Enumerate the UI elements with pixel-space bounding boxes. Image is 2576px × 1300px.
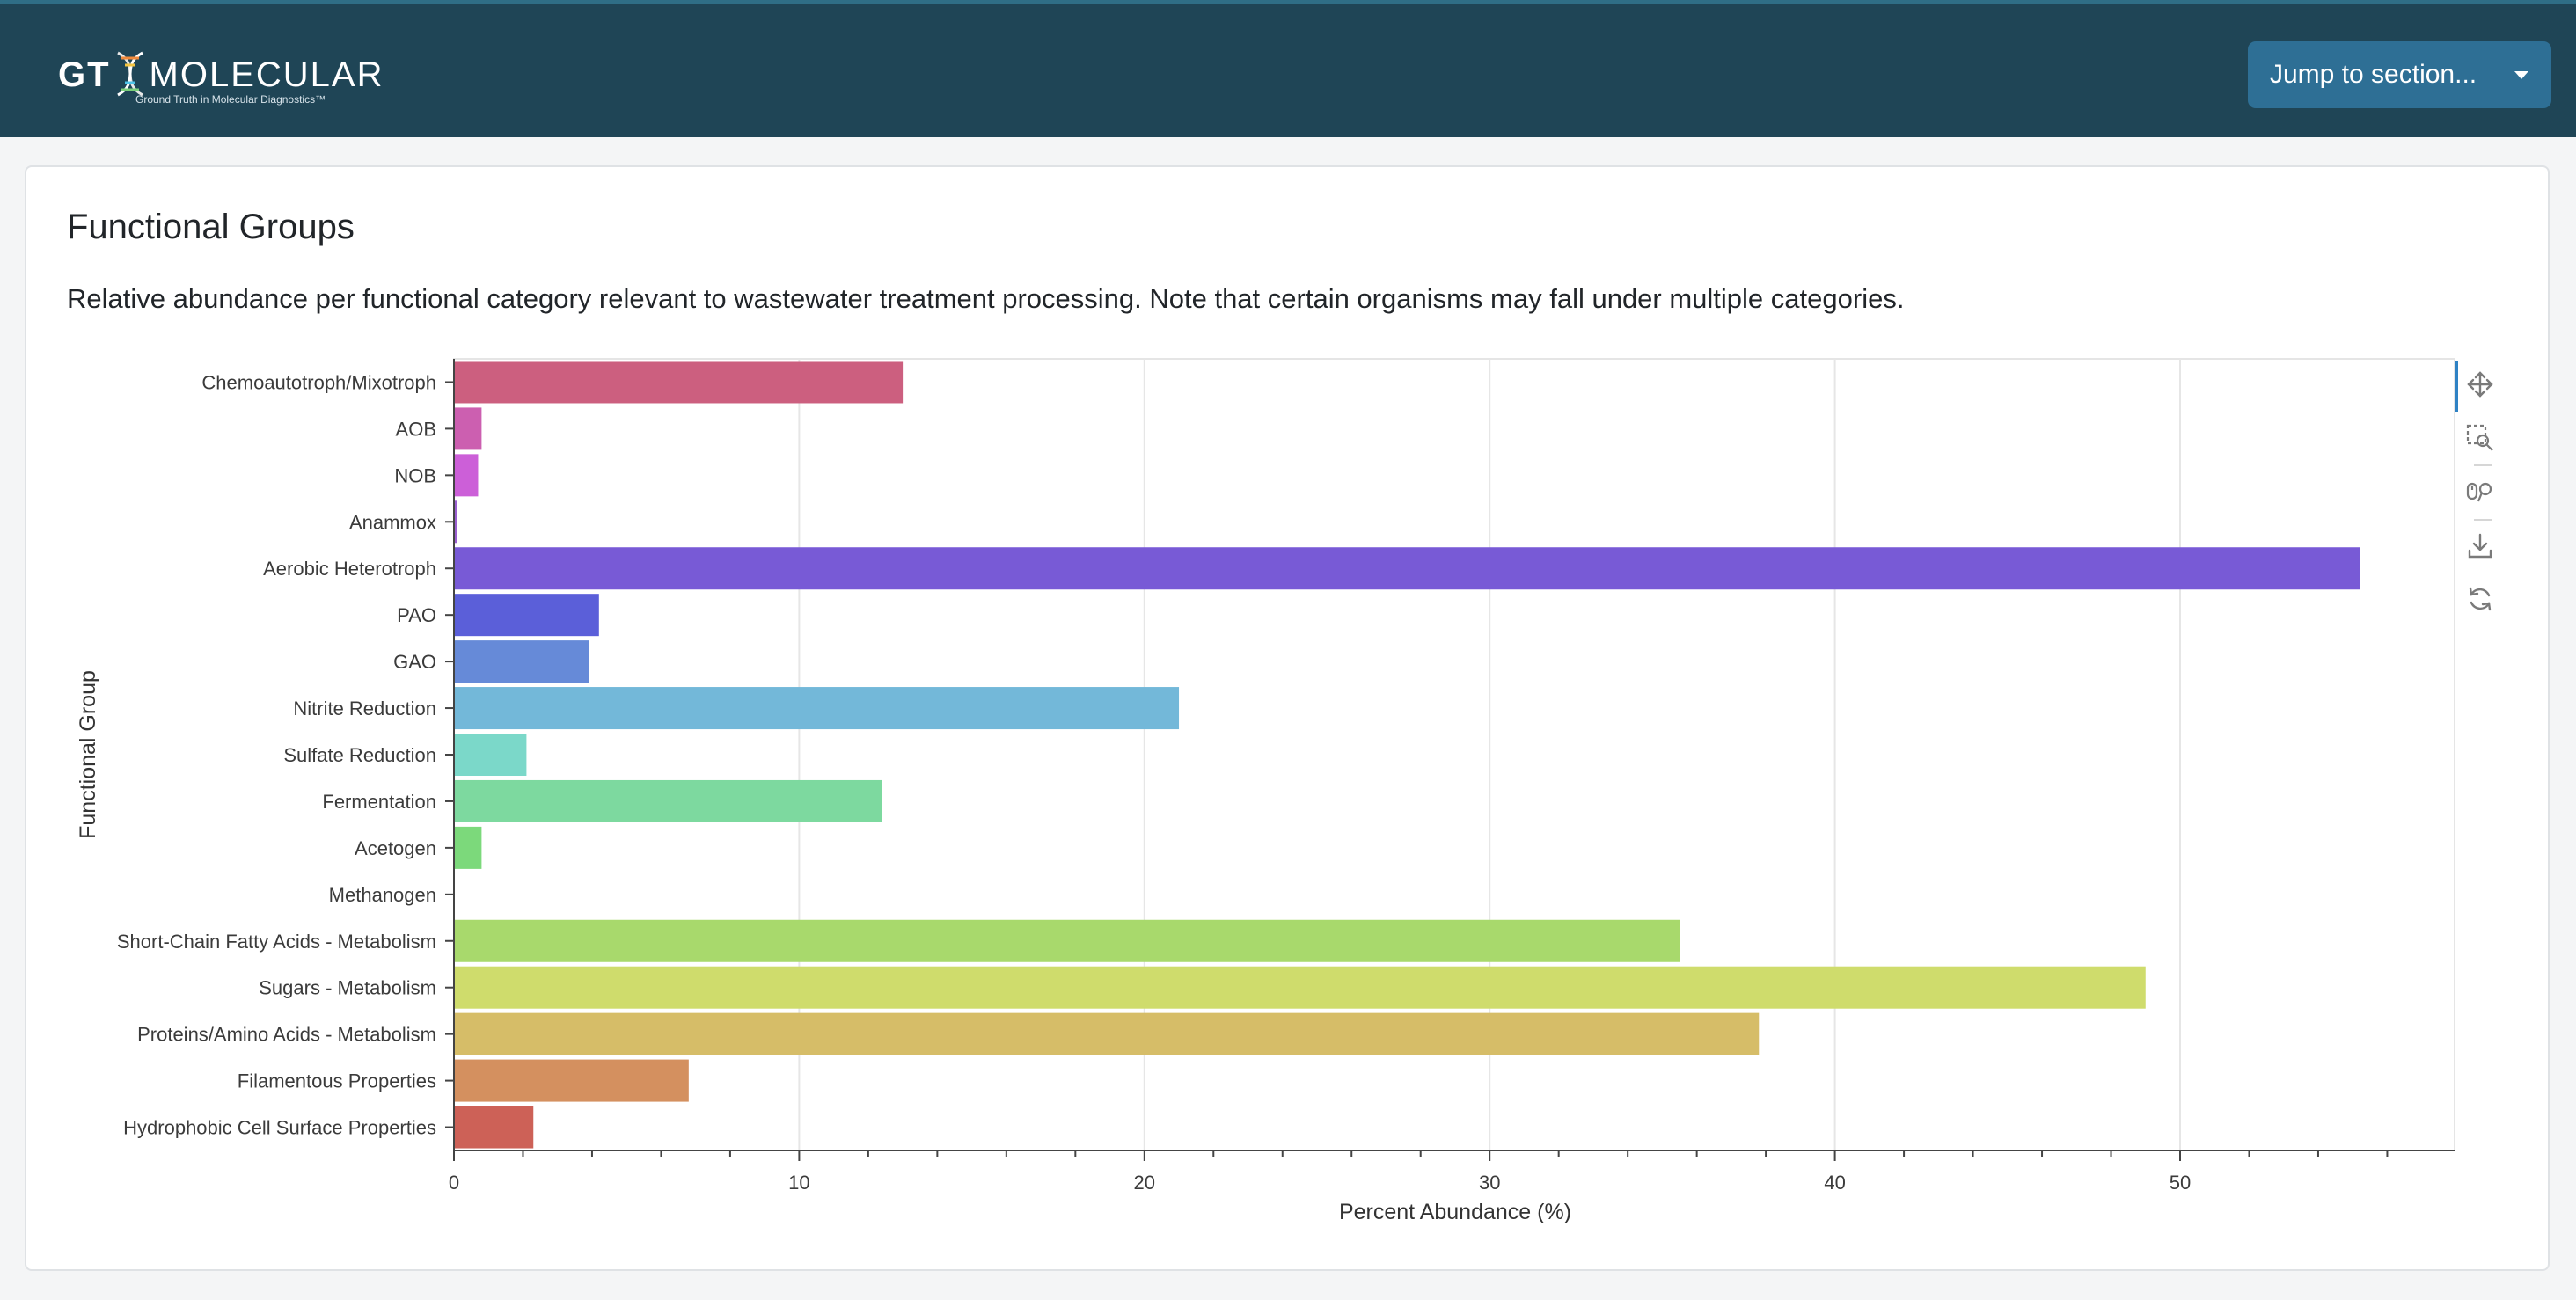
y-axis-title: Functional Group [76, 670, 100, 839]
x-axis-title: Percent Abundance (%) [1339, 1200, 1571, 1224]
bar-nitrite-reduction[interactable] [454, 687, 1180, 730]
functional-groups-card [25, 165, 2550, 1271]
bar-aerobic-heterotroph[interactable] [454, 547, 2360, 590]
y-tick-label: Acetogen [355, 837, 436, 859]
toolbar-separator [2474, 519, 2492, 521]
jump-to-section-dropdown[interactable]: Jump to section... [2248, 41, 2551, 108]
logo-brand-right: MOLECULAR [149, 55, 384, 94]
y-tick-label: Aerobic Heterotroph [263, 558, 436, 580]
bar-chemoautotroph-mixotroph[interactable] [454, 361, 904, 404]
reset-icon[interactable] [2458, 577, 2502, 621]
bar-hydrophobic-cell-surface-properties[interactable] [454, 1106, 534, 1149]
save-icon[interactable] [2458, 524, 2502, 568]
bar-fermentation[interactable] [454, 779, 882, 822]
x-tick-label: 20 [1134, 1172, 1155, 1194]
toolbar-separator [2474, 464, 2492, 466]
wheel-zoom-icon[interactable] [2458, 470, 2502, 514]
axes-layer [445, 359, 2455, 1161]
labels-layer: Chemoautotroph/Mixotroph AOB NOB Anammox Aer… [76, 371, 2191, 1224]
y-tick-label: Nitrite Reduction [293, 697, 436, 719]
x-tick-label: 50 [2170, 1172, 2191, 1194]
pan-icon[interactable] [2458, 362, 2502, 406]
logo-wordmark: GT MOLECULAR [58, 49, 384, 99]
jump-to-section-label: Jump to section... [2270, 60, 2477, 89]
section-description: Relative abundance per functional catego… [67, 283, 1905, 314]
x-tick-label: 0 [449, 1172, 459, 1194]
bar-short-chain-fatty-acids-metabolism[interactable] [454, 919, 1680, 962]
x-tick-label: 30 [1479, 1172, 1500, 1194]
dna-helix-icon [116, 51, 143, 97]
y-tick-label: Hydrophobic Cell Surface Properties [123, 1117, 436, 1139]
box-zoom-icon[interactable] [2458, 416, 2502, 460]
bar-sulfate-reduction[interactable] [454, 734, 527, 776]
y-tick-label: Methanogen [329, 884, 436, 906]
y-tick-label: Chemoautotroph/Mixotroph [201, 371, 436, 393]
bar-anammox[interactable] [454, 500, 457, 544]
y-tick-label: Proteins/Amino Acids - Metabolism [137, 1024, 436, 1046]
logo-brand-left: GT [58, 55, 111, 94]
x-tick-label: 40 [1824, 1172, 1845, 1194]
bar-sugars-metabolism[interactable] [454, 966, 2146, 1009]
bar-nob[interactable] [454, 454, 479, 497]
bar-gao[interactable] [454, 640, 589, 683]
y-tick-label: Fermentation [322, 791, 436, 813]
y-tick-label: PAO [397, 604, 436, 626]
logo-tagline: Ground Truth in Molecular Diagnostics™ [135, 93, 326, 106]
section-title: Functional Groups [67, 208, 355, 246]
bars-layer [454, 361, 2360, 1149]
bar-acetogen[interactable] [454, 826, 482, 869]
bar-filamentous-properties[interactable] [454, 1059, 689, 1102]
y-tick-label: GAO [393, 651, 436, 673]
x-tick-label: 10 [788, 1172, 809, 1194]
y-tick-label: AOB [396, 418, 436, 440]
bar-pao[interactable] [454, 594, 599, 637]
active-tool-indicator [2455, 361, 2458, 412]
y-tick-label: Filamentous Properties [238, 1070, 436, 1092]
bar-proteins-amino-acids-metabolism[interactable] [454, 1012, 1760, 1055]
gt-molecular-logo[interactable]: GT MOLECULAR Ground Truth in Molecular D… [58, 37, 383, 111]
top-navbar: GT MOLECULAR Ground Truth in Molecular D… [0, 0, 2576, 137]
chart-toolbar [2455, 361, 2507, 624]
bar-aob[interactable] [454, 407, 482, 450]
y-tick-label: Anammox [349, 511, 436, 533]
y-tick-label: Short-Chain Fatty Acids - Metabolism [117, 931, 436, 953]
caret-down-icon [2514, 71, 2528, 79]
y-tick-label: Sugars - Metabolism [259, 977, 436, 999]
y-tick-label: NOB [394, 464, 436, 486]
y-tick-label: Sulfate Reduction [283, 744, 436, 766]
